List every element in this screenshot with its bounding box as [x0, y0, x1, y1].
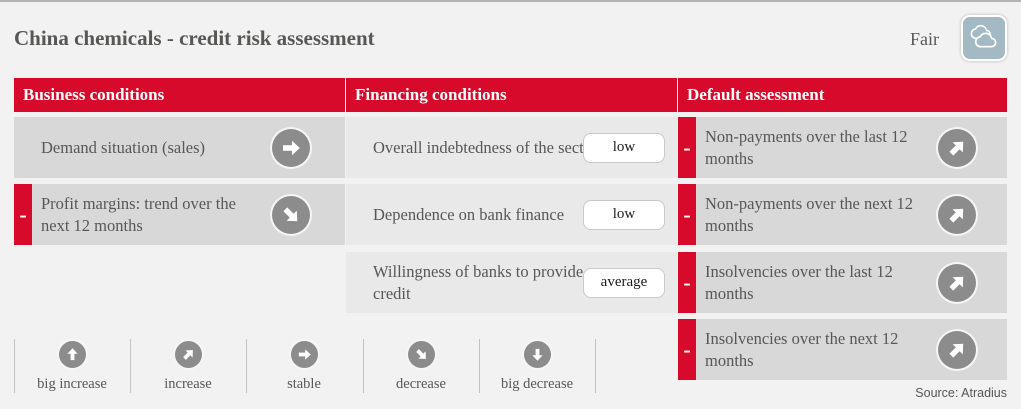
legend-label: decrease [396, 376, 446, 392]
trend-increase-icon [936, 261, 978, 304]
legend-divider [479, 339, 480, 393]
trend-increase-icon [936, 193, 978, 236]
legend-divider [14, 339, 15, 393]
row-profit-margins: - Profit margins: trend over the next 12… [14, 184, 345, 245]
rating-badge [961, 15, 1007, 61]
legend-divider [130, 339, 131, 393]
row-label: Non-payments over the next 12 months [705, 193, 914, 235]
trend-increase-icon [172, 339, 204, 370]
trend-stable-icon [270, 126, 312, 169]
row-nonpayments-next12: - Non-payments over the next 12 months [678, 184, 1007, 245]
negative-marker: - [678, 117, 696, 178]
trend-stable-icon [288, 339, 320, 370]
page-title: China chemicals - credit risk assessment [14, 26, 375, 50]
legend-item: increase [130, 339, 246, 393]
row-label: Non-payments over the last 12 months [705, 126, 908, 168]
trend-big-increase-icon [56, 339, 88, 370]
legend-divider [363, 339, 364, 393]
value-pill[interactable]: average [583, 267, 665, 298]
source-note: Source: Atradius [915, 386, 1007, 400]
row-insolvencies-last12: - Insolvencies over the last 12 months [678, 252, 1007, 313]
trend-increase-icon [936, 328, 978, 371]
row-label: Profit margins: trend over the next 12 m… [41, 193, 236, 235]
column-header-default: Default assessment [678, 78, 1007, 112]
legend-label: big decrease [500, 376, 574, 392]
legend-label: stable [287, 376, 321, 392]
row-label: Overall indebtedness of the sector [373, 137, 598, 157]
row-label: Insolvencies over the next 12 months [705, 328, 899, 370]
value-pill[interactable]: low [583, 132, 665, 163]
negative-marker: - [14, 184, 32, 245]
value-pill[interactable]: low [583, 199, 665, 230]
row-nonpayments-last12: - Non-payments over the last 12 months [678, 117, 1007, 178]
rating-label: Fair [910, 29, 939, 49]
column-header-business: Business conditions [14, 78, 345, 112]
legend-divider [246, 339, 247, 393]
row-demand-situation: Demand situation (sales) [14, 117, 345, 178]
row-bank-finance-dependence: Dependence on bank finance low [346, 184, 677, 245]
trend-big-decrease-icon [521, 339, 553, 370]
trend-decrease-icon [405, 339, 437, 370]
row-label: Demand situation (sales) [41, 137, 206, 157]
legend-label: increase [164, 376, 212, 392]
legend-item: big decrease [479, 339, 595, 393]
negative-marker: - [678, 319, 696, 380]
legend-label: big increase [37, 376, 107, 392]
column-header-financing: Financing conditions [346, 78, 677, 112]
legend-item: big increase [14, 339, 130, 393]
trend-increase-icon [936, 126, 978, 169]
trend-decrease-icon [270, 193, 312, 236]
row-label: Willingness of banks to provide credit [373, 261, 584, 303]
row-overall-indebtedness: Overall indebtedness of the sector low [346, 117, 677, 178]
negative-marker: - [678, 252, 696, 313]
row-banks-willingness: Willingness of banks to provide credit a… [346, 252, 677, 313]
row-label: Dependence on bank finance [373, 204, 565, 224]
legend-item: decrease [363, 339, 479, 393]
cloud-icon [965, 17, 1003, 60]
row-insolvencies-next12: - Insolvencies over the next 12 months [678, 319, 1007, 380]
legend-divider [595, 339, 596, 393]
row-label: Insolvencies over the last 12 months [705, 261, 893, 303]
legend-item: stable [246, 339, 362, 393]
negative-marker: - [678, 184, 696, 245]
